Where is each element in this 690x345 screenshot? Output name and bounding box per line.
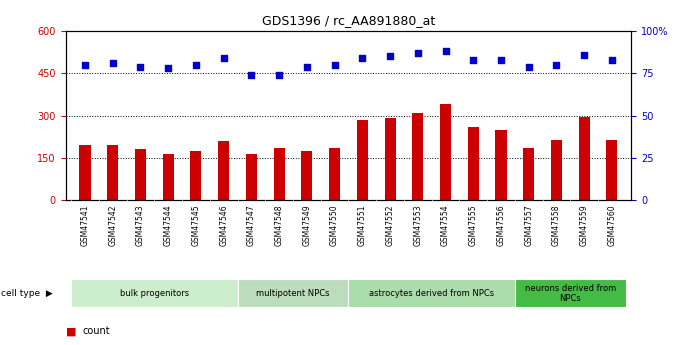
Point <box>163 66 174 71</box>
Text: GSM47545: GSM47545 <box>191 204 200 246</box>
Point <box>302 64 313 69</box>
Text: GSM47547: GSM47547 <box>247 204 256 246</box>
Point <box>551 62 562 68</box>
Point <box>79 62 90 68</box>
Bar <box>412 113 424 200</box>
Bar <box>607 139 618 200</box>
Text: GSM47555: GSM47555 <box>469 204 477 246</box>
Bar <box>357 120 368 200</box>
Bar <box>273 148 285 200</box>
Point <box>135 64 146 69</box>
Point <box>579 52 590 58</box>
Point <box>384 54 395 59</box>
Point <box>357 55 368 61</box>
Text: GSM47553: GSM47553 <box>413 204 422 246</box>
Point <box>218 55 229 61</box>
Point <box>607 57 618 62</box>
Bar <box>302 151 313 200</box>
Text: GSM47544: GSM47544 <box>164 204 172 246</box>
Bar <box>79 145 90 200</box>
Bar <box>237 279 348 307</box>
Bar <box>468 127 479 200</box>
Bar <box>329 148 340 200</box>
Point <box>246 72 257 78</box>
Point <box>190 62 201 68</box>
Text: GSM47559: GSM47559 <box>580 204 589 246</box>
Bar <box>246 154 257 200</box>
Text: GSM47550: GSM47550 <box>330 204 339 246</box>
Text: cell type  ▶: cell type ▶ <box>1 289 52 298</box>
Text: GSM47557: GSM47557 <box>524 204 533 246</box>
Bar <box>163 154 174 200</box>
Text: bulk progenitors: bulk progenitors <box>120 289 189 298</box>
Bar <box>71 279 237 307</box>
Bar <box>135 149 146 200</box>
Text: GSM47560: GSM47560 <box>607 204 616 246</box>
Bar <box>495 130 506 200</box>
Text: GSM47546: GSM47546 <box>219 204 228 246</box>
Bar <box>515 279 626 307</box>
Bar <box>440 104 451 200</box>
Text: neurons derived from
NPCs: neurons derived from NPCs <box>524 284 616 303</box>
Bar <box>190 151 201 200</box>
Text: GSM47548: GSM47548 <box>275 204 284 246</box>
Bar <box>384 118 395 200</box>
Text: astrocytes derived from NPCs: astrocytes derived from NPCs <box>369 289 494 298</box>
Text: GSM47551: GSM47551 <box>358 204 367 246</box>
Text: count: count <box>83 326 110 336</box>
Point <box>274 72 285 78</box>
Text: GSM47549: GSM47549 <box>302 204 311 246</box>
Text: multipotent NPCs: multipotent NPCs <box>256 289 330 298</box>
Point <box>107 60 118 66</box>
Point <box>329 62 340 68</box>
Point <box>412 50 423 56</box>
Text: ■: ■ <box>66 326 76 336</box>
Text: GSM47541: GSM47541 <box>81 204 90 246</box>
Text: GDS1396 / rc_AA891880_at: GDS1396 / rc_AA891880_at <box>262 14 435 27</box>
Text: GSM47542: GSM47542 <box>108 204 117 246</box>
Text: GSM47556: GSM47556 <box>497 204 506 246</box>
Point <box>495 57 506 62</box>
Point <box>440 49 451 54</box>
Bar <box>218 141 229 200</box>
Text: GSM47552: GSM47552 <box>386 204 395 246</box>
Point <box>523 64 534 69</box>
Bar <box>107 145 118 200</box>
Text: GSM47543: GSM47543 <box>136 204 145 246</box>
Bar <box>551 139 562 200</box>
Point <box>468 57 479 62</box>
Bar <box>523 148 534 200</box>
Bar <box>348 279 515 307</box>
Text: GSM47554: GSM47554 <box>441 204 450 246</box>
Bar <box>579 117 590 200</box>
Text: GSM47558: GSM47558 <box>552 204 561 246</box>
